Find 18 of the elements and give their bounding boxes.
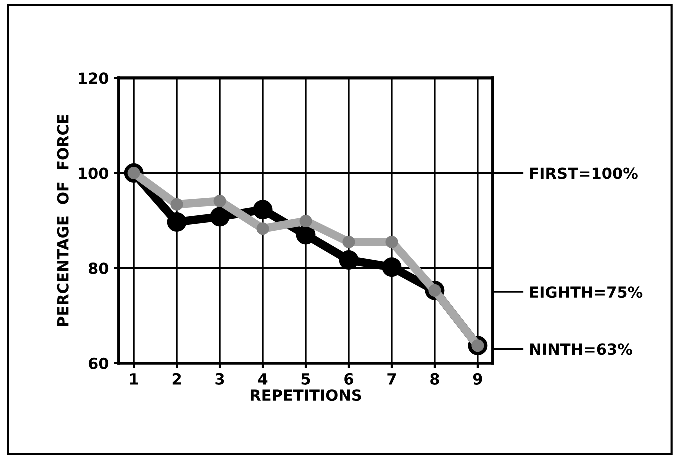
y-tick-label: 100 (79, 168, 109, 180)
y2-tick-label: NINTH=63% (530, 344, 632, 356)
x-tick-label: 9 (473, 373, 482, 385)
x-tick-label: 8 (430, 373, 440, 385)
x-tick-label: 5 (302, 374, 310, 385)
x-tick-label: 1 (130, 374, 138, 385)
x-tick-label: 3 (216, 373, 224, 385)
x-axis-title: REPETITIONS (250, 390, 362, 402)
x-tick-label: 2 (172, 373, 182, 385)
y-tick-label: 120 (79, 72, 109, 84)
x-tick-label: 6 (344, 373, 354, 385)
y2-tick-label: EIGHTH=75% (530, 286, 643, 298)
x-tick-label: 7 (388, 374, 396, 385)
y-axis-title: PERCENTAGE OF FORCE (57, 115, 69, 326)
y2-tick-label: FIRST=100% (530, 168, 638, 180)
y-tick-label: 80 (88, 262, 109, 274)
x-tick-label: 4 (258, 374, 268, 385)
y-tick-label: 60 (88, 358, 109, 370)
